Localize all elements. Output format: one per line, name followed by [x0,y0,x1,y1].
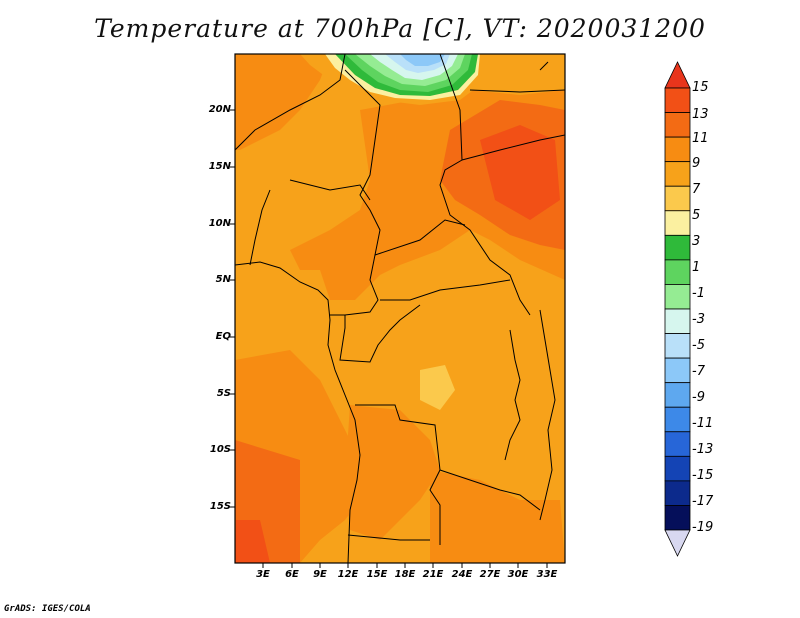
colorbar-label: -3 [692,312,705,327]
lon-label-18e: 18E [394,569,416,580]
colorbar-label: 15 [692,80,709,95]
colorbar-label: -9 [692,390,705,405]
lat-label-10s: 10S [209,444,231,455]
colorbar-label: 13 [692,107,709,122]
colorbar-top-triangle [664,61,691,89]
lat-label-15s: 15S [209,501,231,512]
lon-label-27e: 27E [479,569,501,580]
colorbar-label: -13 [692,442,714,457]
footer-credit: GrADS: IGES/COLA [4,604,91,614]
temperature-field [235,54,565,563]
lat-label-15n: 15N [208,161,231,172]
lon-ticks [262,563,548,568]
colorbar-box [664,234,691,261]
colorbar-label: 11 [692,131,709,146]
colorbar-bottom-triangle [664,529,691,557]
colorbar-box [664,284,691,310]
colorbar-box [664,382,691,408]
lat-label-eq: EQ [215,331,231,342]
colorbar [664,61,691,557]
colorbar-box [664,161,691,187]
colorbar-box [664,308,691,334]
colorbar-box [664,136,691,163]
country-borders [235,54,565,563]
colorbar-label: 5 [692,208,701,223]
colorbar-box [664,259,691,285]
colorbar-box [664,357,691,384]
lon-label-24e: 24E [451,569,473,580]
colorbar-label: -19 [692,520,714,535]
colorbar-box [664,185,691,212]
lat-ticks [230,109,235,508]
lat-label-5s: 5S [216,388,231,399]
colorbar-label: 9 [692,156,701,171]
lat-label-10n: 10N [208,218,231,229]
colorbar-box [664,333,691,359]
lon-label-3e: 3E [256,569,270,580]
lat-label-5n: 5N [215,274,231,285]
colorbar-box [664,112,691,138]
colorbar-box [664,210,691,236]
colorbar-label: -15 [692,468,714,483]
lon-label-12e: 12E [337,569,359,580]
map-title: Temperature at 700hPa [C], VT: 202003120… [94,14,706,43]
colorbar-box [664,505,691,531]
colorbar-label: -1 [692,286,705,301]
colorbar-label: -11 [692,416,714,431]
colorbar-label: -17 [692,494,714,509]
colorbar-boxes [664,87,691,531]
colorbar-box [664,431,691,457]
lon-label-33e: 33E [536,569,558,580]
colorbar-box [664,406,691,433]
colorbar-label: 7 [692,182,701,197]
colorbar-label: 1 [692,260,701,275]
lon-label-30e: 30E [507,569,529,580]
colorbar-label: -5 [692,338,705,353]
colorbar-box [664,455,691,482]
lon-label-9e: 9E [313,569,327,580]
colorbar-label: 3 [692,234,701,249]
lat-label-20n: 20N [208,104,231,115]
lon-label-6e: 6E [285,569,299,580]
lon-label-21e: 21E [422,569,444,580]
colorbar-label: -7 [692,364,705,379]
colorbar-box [664,87,691,113]
lon-label-15e: 15E [366,569,388,580]
map-frame [234,53,566,564]
colorbar-box [664,480,691,506]
